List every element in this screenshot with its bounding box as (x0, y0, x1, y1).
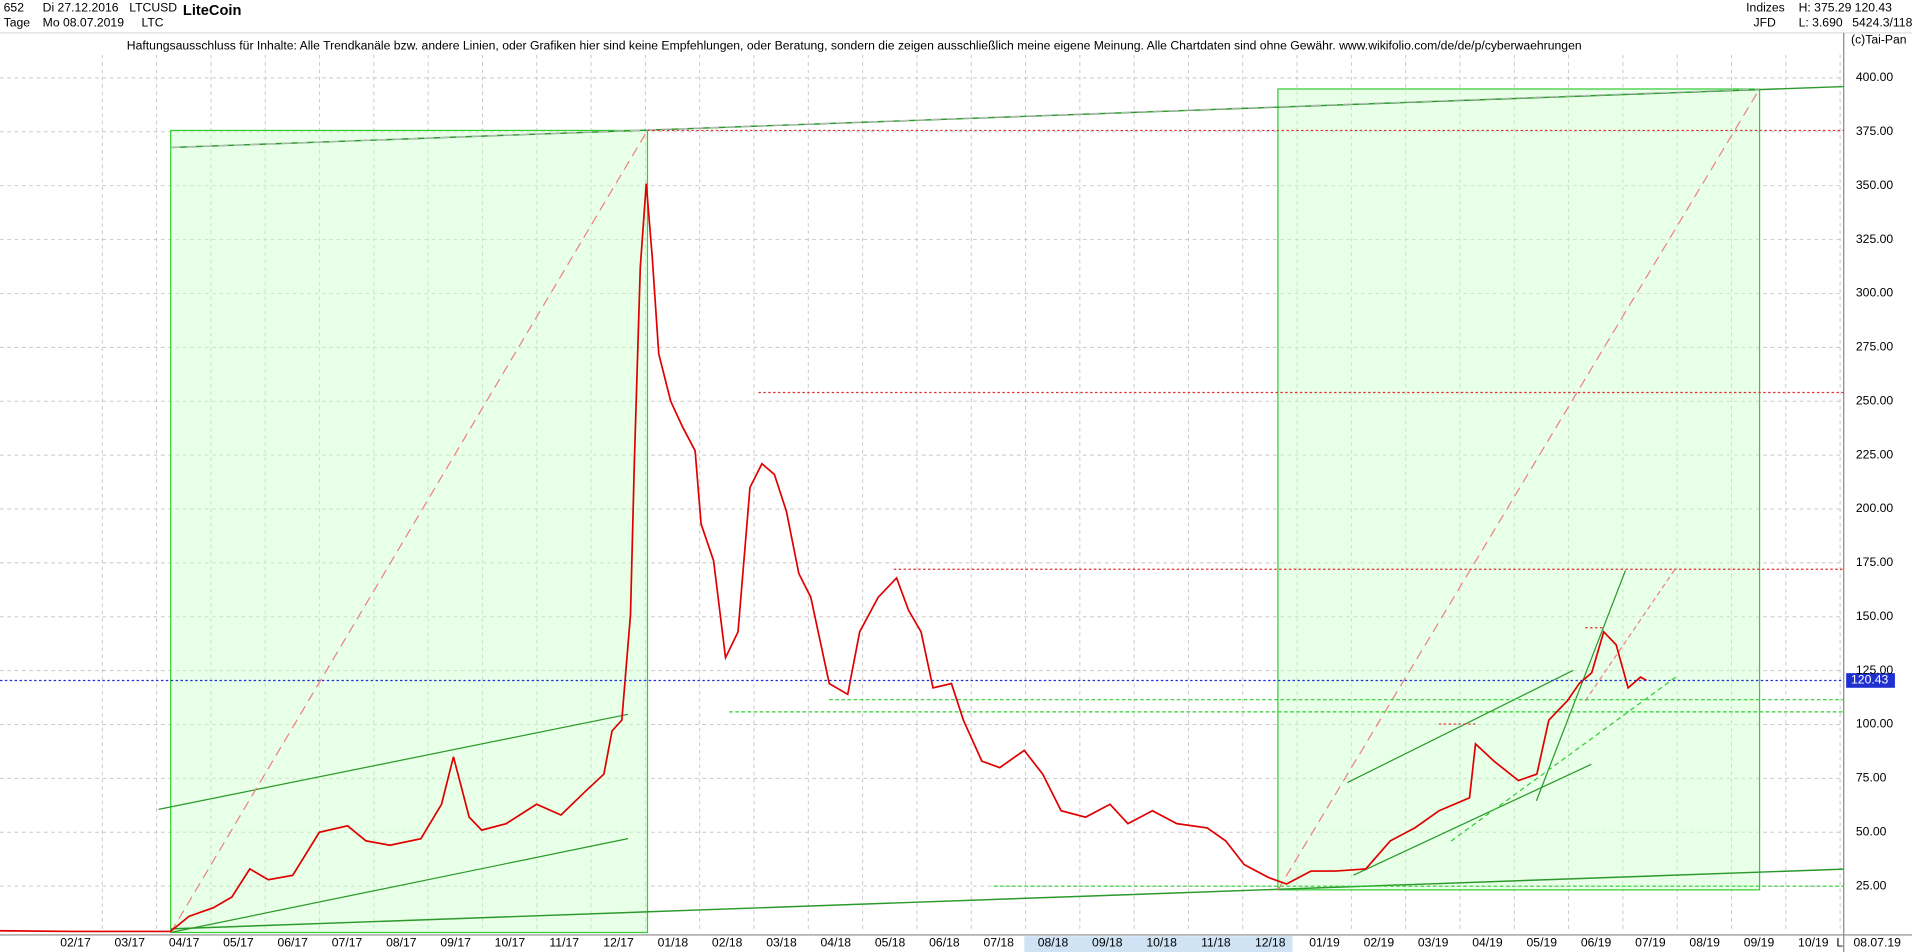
x-tick-label: 11/17 (549, 936, 579, 950)
y-tick-label: 175.00 (1856, 555, 1894, 569)
x-tick-label: 10/18 (1146, 936, 1177, 950)
y-tick-label: 100.00 (1856, 717, 1894, 731)
x-tick-label: 10/19 (1798, 936, 1829, 950)
grid (0, 54, 1844, 933)
y-tick-label: 50.00 (1856, 824, 1887, 838)
y-tick-label: 250.00 (1856, 393, 1894, 407)
x-tick-label: 02/18 (712, 936, 743, 950)
x-tick-label: 07/19 (1635, 936, 1666, 950)
x-tick-label: 02/17 (60, 936, 91, 950)
x-tick-label: 06/17 (277, 936, 308, 950)
x-tick-label: 02/19 (1364, 936, 1395, 950)
y-tick-label: 350.00 (1856, 178, 1894, 192)
start-date: Di 27.12.2016 (43, 1, 119, 15)
y-tick-label: 275.00 (1856, 340, 1894, 354)
copyright: (c)Tai-Pan (1851, 32, 1907, 46)
x-tick-label: 01/18 (658, 936, 689, 950)
x-tick-label: 03/18 (766, 936, 797, 950)
x-tick-label: 03/17 (115, 936, 146, 950)
count: 652 (4, 1, 25, 15)
extra: 5424.3/118 (1852, 15, 1912, 29)
y-tick-label: 225.00 (1856, 447, 1894, 461)
last: 120.43 (1855, 1, 1893, 15)
price-line (0, 183, 1647, 933)
x-tick-label: 01/19 (1309, 936, 1340, 950)
x-tick-label: 09/19 (1744, 936, 1775, 950)
market: Indizes (1746, 1, 1785, 15)
x-tick-label: 04/19 (1472, 936, 1503, 950)
y-tick-label: 375.00 (1856, 124, 1894, 138)
y-tick-label: 75.00 (1856, 771, 1887, 785)
period: Tage (4, 15, 31, 29)
x-tick-label: 09/18 (1092, 936, 1123, 950)
disclaimer: Haftungsausschluss für Inhalte: Alle Tre… (127, 39, 1582, 53)
y-tick-label: 400.00 (1856, 70, 1894, 84)
x-tick-label: 08/18 (1038, 936, 1069, 950)
date-label: 08.07.19 (1853, 936, 1901, 950)
x-tick-label: 12/17 (603, 936, 634, 950)
x-tick-label: 08/17 (386, 936, 417, 950)
y-tick-label: 200.00 (1856, 501, 1894, 515)
x-tick-label: 10/17 (495, 936, 526, 950)
x-tick-label: 05/19 (1527, 936, 1558, 950)
scale-mark: L (1836, 936, 1843, 950)
x-tick-label: 06/19 (1581, 936, 1612, 950)
plot: 120.43 (0, 183, 1895, 933)
x-tick-label: 05/17 (223, 936, 254, 950)
current-label: 120.43 (1851, 673, 1889, 687)
symbol-short: LTC (141, 15, 163, 29)
x-tick-label: 12/18 (1255, 936, 1286, 950)
low: L: 3.690 (1799, 15, 1843, 29)
x-tick-label: 06/18 (929, 936, 960, 950)
x-tick-label: 04/17 (169, 936, 200, 950)
y-tick-label: 25.00 (1856, 878, 1887, 892)
symbol: LTCUSD (129, 1, 177, 15)
high: H: 375.29 (1799, 1, 1852, 15)
y-tick-label: 325.00 (1856, 232, 1894, 246)
broker: JFD (1753, 15, 1776, 29)
current-box (1846, 673, 1895, 688)
x-tick-label: 11/18 (1201, 936, 1231, 950)
x-tick-label: 07/18 (983, 936, 1014, 950)
end-date: Mo 08.07.2019 (43, 15, 125, 29)
drawings (158, 85, 1844, 934)
y-tick-label: 150.00 (1856, 609, 1894, 623)
x-tick-label: 08/19 (1689, 936, 1720, 950)
x-tick-label: 04/18 (821, 936, 852, 950)
x-tick-label: 07/17 (332, 936, 363, 950)
y-tick-label: 300.00 (1856, 286, 1894, 300)
x-tick-label: 05/18 (875, 936, 906, 950)
x-tick-label: 09/17 (440, 936, 471, 950)
chart-title: LiteCoin (183, 3, 242, 19)
x-tick-label: 03/19 (1418, 936, 1449, 950)
y-tick-label: 125.00 (1856, 663, 1894, 677)
